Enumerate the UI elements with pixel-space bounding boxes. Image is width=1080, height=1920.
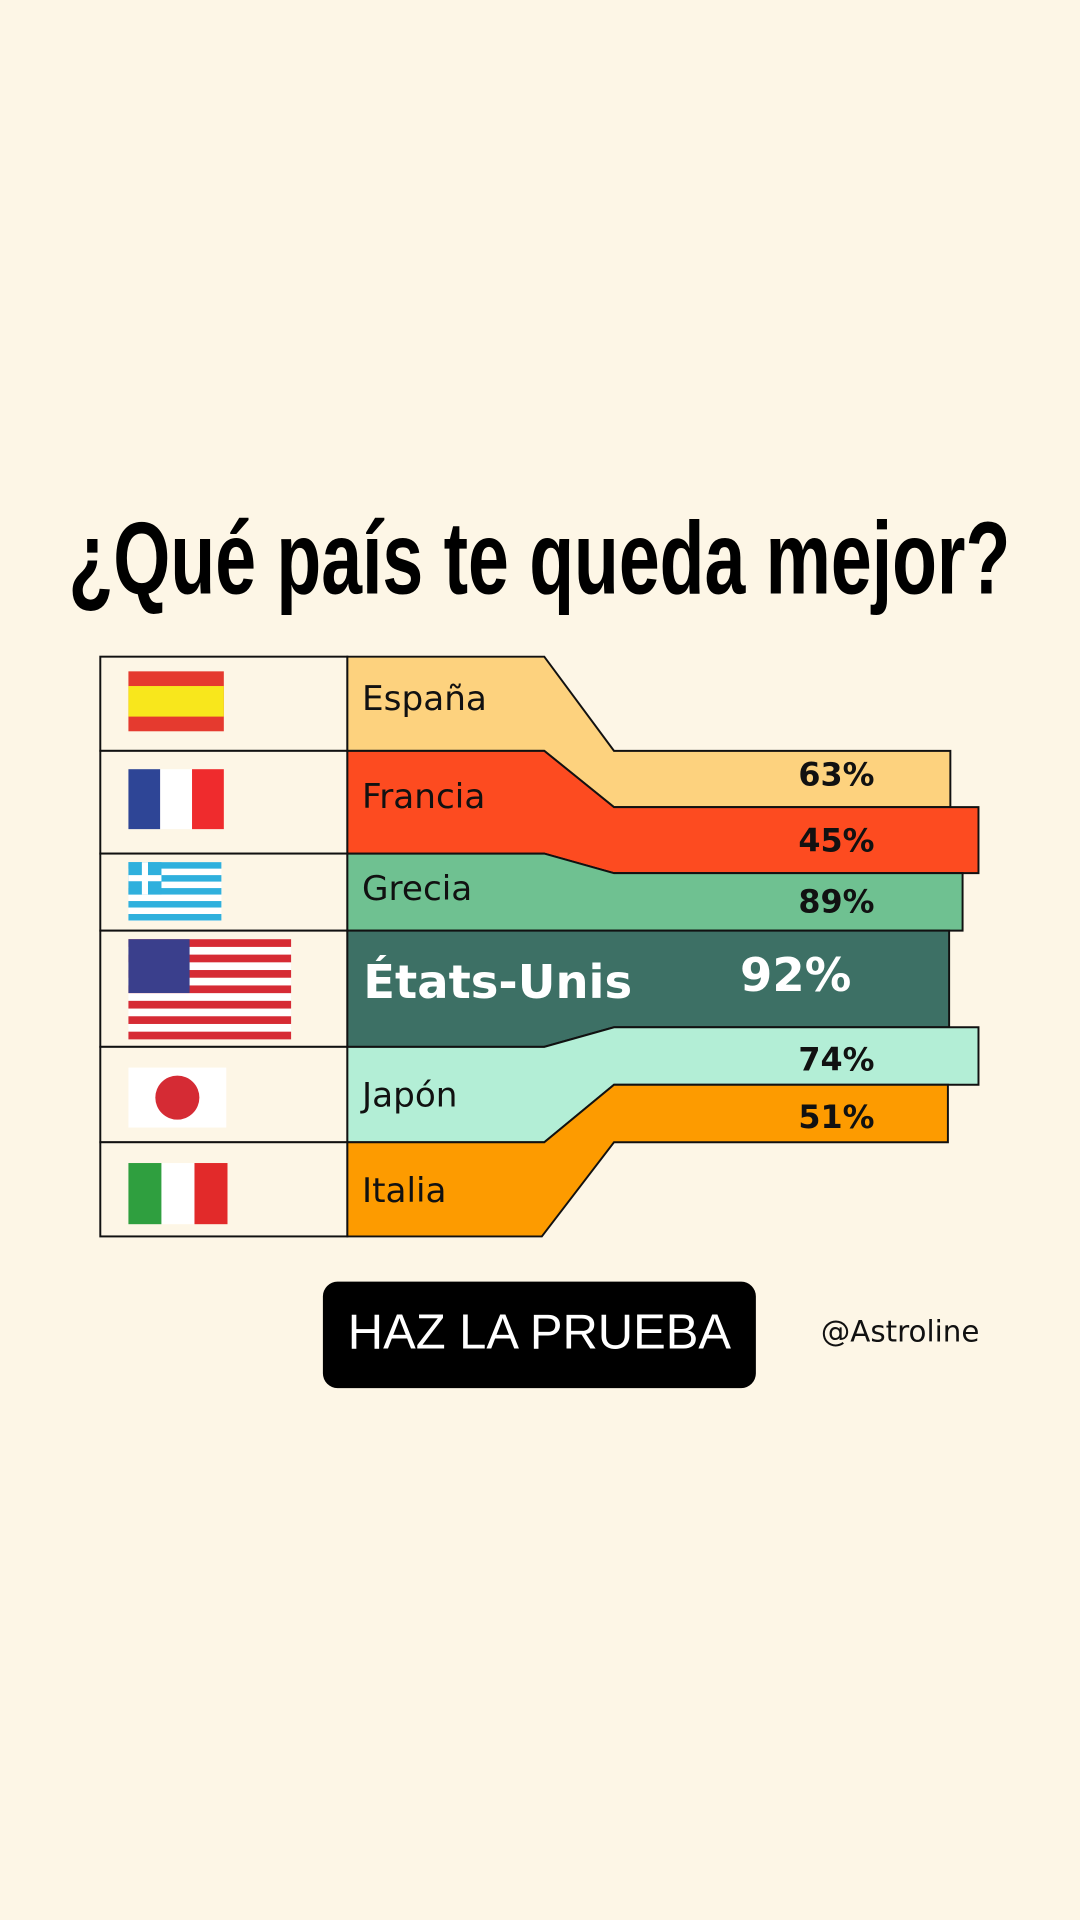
button-label[interactable]: HAZ LA PRUEBA — [348, 1305, 732, 1359]
country-label: Grecia — [362, 869, 472, 909]
flag-italy — [128, 1163, 228, 1225]
country-label: Francia — [362, 777, 485, 817]
flag-usa — [128, 939, 292, 1040]
percent-label: 89% — [798, 884, 874, 921]
flag-greece — [128, 862, 222, 921]
country-label: Japón — [360, 1075, 457, 1115]
percent-label: 51% — [798, 1099, 874, 1136]
country-label: España — [362, 679, 487, 719]
handle: @Astroline — [821, 1315, 980, 1349]
country-label: États-Unis — [363, 955, 632, 1009]
percent-label: 92% — [740, 948, 851, 1002]
percent-label: 45% — [798, 823, 874, 860]
band-italy — [346, 1083, 949, 1238]
flag-france — [128, 769, 224, 830]
flag-spain — [128, 671, 224, 732]
country-label: Italia — [362, 1171, 447, 1211]
button-background[interactable] — [322, 1281, 756, 1389]
flag-japan — [128, 1067, 227, 1128]
percent-label: 74% — [798, 1042, 874, 1079]
percent-label: 63% — [798, 757, 874, 794]
title: ¿Qué país te queda mejor? — [68, 500, 1010, 615]
cta-button[interactable]: HAZ LA PRUEBA — [322, 1281, 756, 1389]
